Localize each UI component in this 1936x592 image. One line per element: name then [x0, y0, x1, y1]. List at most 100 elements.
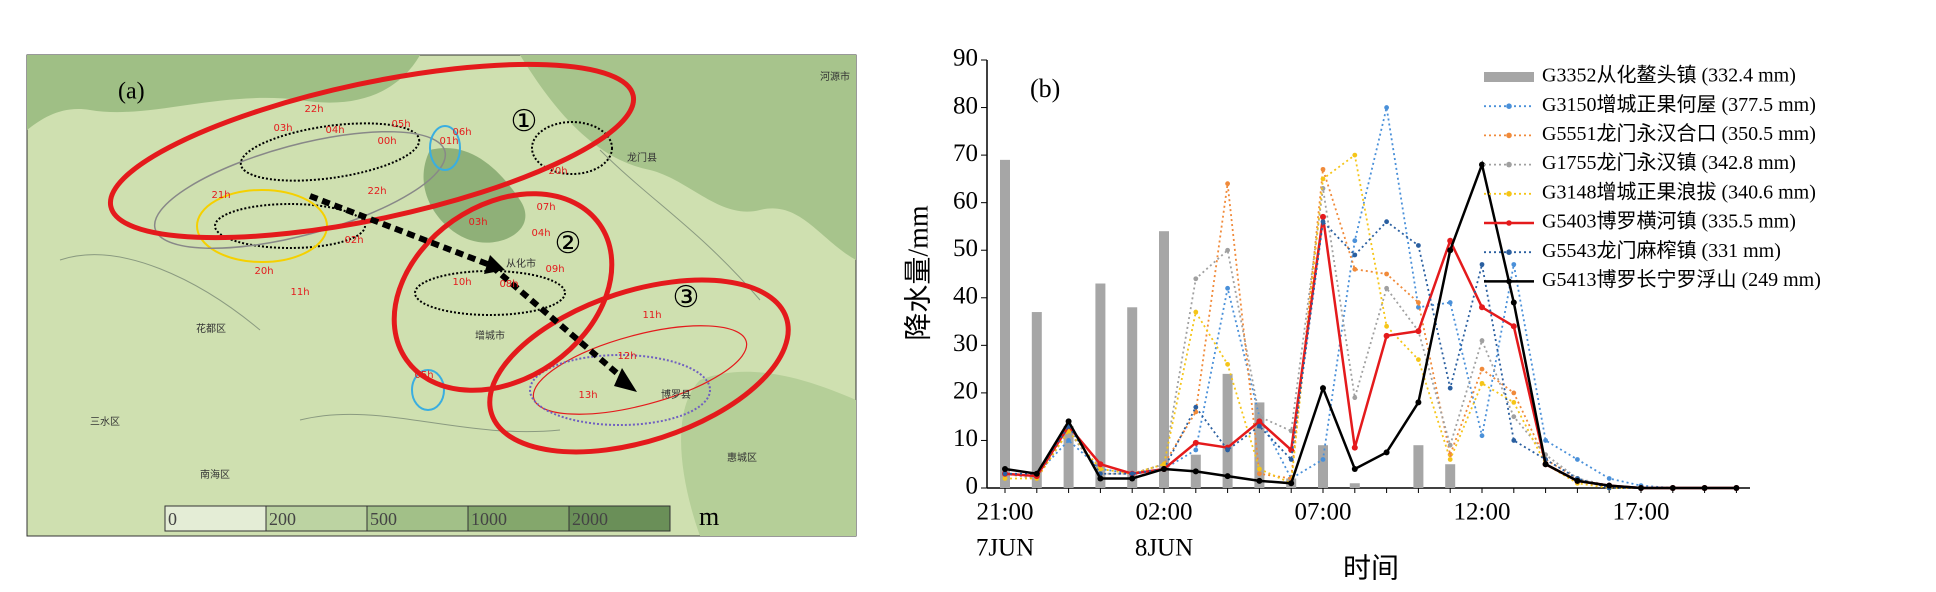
series-point	[1352, 252, 1358, 258]
series-point	[1193, 447, 1199, 453]
series-point	[1097, 461, 1104, 468]
legend-swatch	[1506, 161, 1512, 168]
series-point	[1352, 395, 1358, 401]
y-tick-label: 10	[953, 425, 978, 452]
series-point	[1129, 471, 1135, 477]
time-label: 20h	[254, 266, 273, 277]
time-label: 21h	[211, 190, 230, 201]
scale-label: 2000	[572, 509, 608, 529]
scale-label: 500	[370, 509, 397, 529]
time-label: 11h	[290, 287, 309, 298]
bar	[1413, 445, 1424, 488]
legend-swatch	[1506, 278, 1512, 285]
series-line	[1005, 219, 1737, 489]
dotted-contour	[531, 121, 613, 175]
time-label: 20h	[548, 166, 567, 177]
time-label: 03h	[273, 123, 292, 134]
y-tick-label: 0	[966, 473, 979, 500]
series-point	[1383, 449, 1390, 456]
series-point	[1447, 237, 1454, 244]
scale-label: 1000	[471, 509, 507, 529]
series-point	[1320, 166, 1326, 172]
bar	[1254, 402, 1265, 488]
series-point	[1066, 438, 1071, 443]
series-point	[1511, 262, 1517, 267]
region-ellipse	[107, 61, 637, 241]
time-label: 00h	[377, 136, 396, 147]
y-tick-label: 40	[953, 283, 978, 310]
bar	[1349, 483, 1360, 488]
series-point	[1033, 470, 1040, 477]
legend-swatch	[1506, 220, 1512, 226]
region-ellipse	[487, 277, 791, 455]
series-point	[1384, 271, 1389, 277]
series-point	[1542, 461, 1549, 468]
series-point	[1129, 475, 1136, 482]
series-point	[1511, 438, 1517, 443]
time-label: 07h	[536, 202, 555, 213]
scale-segment	[164, 505, 267, 532]
series-point	[1447, 457, 1453, 462]
bar	[1127, 307, 1138, 488]
bar	[1445, 464, 1456, 488]
legend-label: G5543龙门麻榨镇 (331 mm)	[1542, 239, 1781, 262]
series-point	[1511, 400, 1517, 405]
series-point	[1447, 442, 1453, 448]
series-point	[1733, 485, 1740, 491]
time-label: 10h	[452, 277, 471, 288]
series-point	[1256, 477, 1263, 484]
series-point	[1193, 309, 1199, 315]
series-point	[1574, 477, 1581, 484]
series-point	[1225, 181, 1230, 187]
series-point	[1002, 471, 1008, 477]
series-point	[1352, 266, 1358, 272]
series-line	[1004, 107, 1737, 489]
series-point	[1192, 468, 1199, 475]
series-point	[1384, 285, 1389, 291]
dotted-contour	[529, 354, 711, 426]
region-label: ③	[673, 281, 700, 314]
terrain	[27, 55, 420, 130]
series-point	[1320, 213, 1326, 220]
region-ellipse	[391, 191, 615, 393]
legend-label: G1755龙门永汉镇 (342.8 mm)	[1542, 151, 1796, 174]
dotted-contour	[214, 203, 366, 249]
place-label: 从化市	[506, 257, 536, 270]
place-label: 增城市	[475, 329, 505, 342]
series-point	[1479, 366, 1485, 372]
series-point	[1416, 357, 1421, 362]
series-point	[1193, 276, 1199, 282]
series-point	[1002, 465, 1008, 472]
place-label: 南海区	[200, 468, 230, 481]
series-point	[1320, 176, 1326, 182]
time-label: 06h	[452, 127, 471, 138]
time-label: 05h	[414, 370, 433, 381]
y-tick-label: 70	[953, 140, 978, 167]
y-tick-label: 90	[953, 45, 978, 72]
series-point	[1351, 444, 1358, 451]
series-point	[1575, 457, 1580, 462]
x-date-label: 7JUN	[976, 535, 1034, 562]
place-label: 惠城区	[727, 451, 757, 464]
bar	[1000, 159, 1010, 488]
series-point	[1416, 243, 1421, 248]
series-point	[1415, 399, 1422, 406]
series-point	[1479, 262, 1485, 267]
time-label: 13h	[578, 390, 597, 401]
series-point	[1257, 414, 1262, 420]
time-label: 11h	[642, 310, 661, 321]
series-point	[1320, 385, 1326, 392]
legend-label: G5551龙门永汉合口 (350.5 mm)	[1542, 122, 1816, 145]
panel-label: (b)	[1030, 74, 1060, 103]
legend-label: G3352从化鳌头镇 (332.4 mm)	[1542, 64, 1796, 87]
legend-swatch	[1484, 72, 1534, 82]
time-label: 01h	[439, 136, 458, 147]
bar	[1031, 312, 1042, 488]
series-point	[1447, 385, 1453, 391]
y-tick-label: 60	[953, 187, 978, 214]
series-point	[1447, 300, 1453, 305]
series-point	[1510, 323, 1517, 330]
scale-segment	[366, 505, 469, 532]
series-point	[1384, 323, 1389, 329]
